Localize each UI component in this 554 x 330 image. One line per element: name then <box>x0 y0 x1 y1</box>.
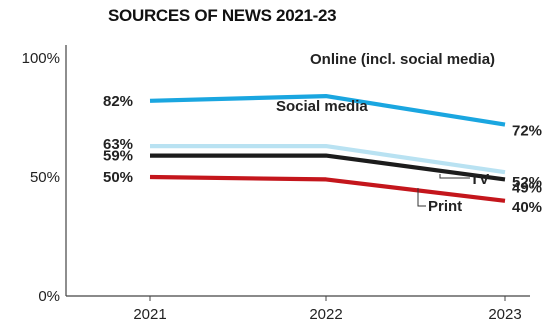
x-tick-label: 2023 <box>488 306 521 323</box>
data-label: 59% <box>103 148 133 165</box>
data-label: 50% <box>103 169 133 186</box>
data-label: 63% <box>103 136 133 153</box>
y-tick-label: 100% <box>22 50 60 67</box>
x-tick-label: 2022 <box>309 306 342 323</box>
series-line-tv <box>150 153 506 182</box>
data-label: 40% <box>512 199 542 216</box>
series-label-tv: TV <box>470 171 489 188</box>
series-line-online <box>149 93 506 127</box>
series-label-print: Print <box>428 198 462 215</box>
series-label-social-media: Social media <box>276 98 368 115</box>
print-leader-line <box>417 188 426 207</box>
chart-title: SOURCES OF NEWS 2021-23 <box>108 6 337 25</box>
series-line-social <box>150 144 506 175</box>
x-tick-label: 2021 <box>133 306 166 323</box>
series-label-online: Online (incl. social media) <box>310 51 495 68</box>
data-label: 82% <box>103 93 133 110</box>
tv-leader-line <box>439 174 470 179</box>
data-label: 72% <box>512 123 542 140</box>
data-label: 49% <box>512 179 542 196</box>
series-line-print <box>149 174 506 203</box>
y-tick-label: 0% <box>38 288 60 305</box>
data-label: 52% <box>512 174 542 191</box>
y-tick-label: 50% <box>30 169 60 186</box>
